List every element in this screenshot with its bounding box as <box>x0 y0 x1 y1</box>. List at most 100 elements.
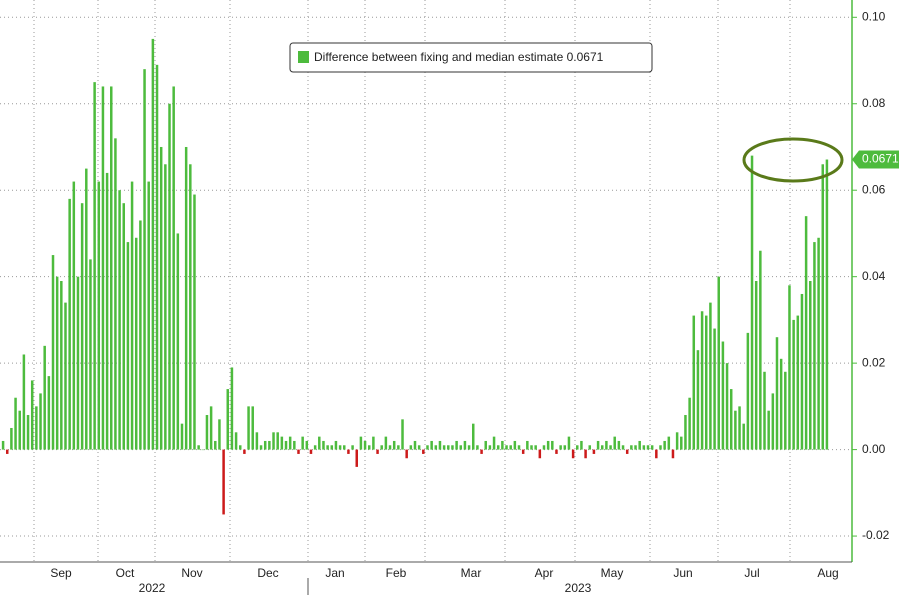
bar <box>779 358 783 450</box>
bar <box>738 406 741 450</box>
bar <box>39 393 42 450</box>
bar <box>384 436 388 450</box>
bar <box>376 449 379 454</box>
x-tick-label: Oct <box>116 566 135 580</box>
bar <box>513 440 517 450</box>
bar <box>721 341 725 450</box>
bar <box>184 146 188 450</box>
bar <box>380 445 383 450</box>
bar <box>422 449 425 454</box>
bar <box>351 445 354 450</box>
bar <box>688 397 691 450</box>
y-tick-label: 0.10 <box>862 9 886 23</box>
bar <box>114 138 117 450</box>
bar <box>155 64 159 450</box>
bar <box>609 445 612 450</box>
bar <box>397 445 400 450</box>
bar <box>388 445 392 450</box>
bar <box>472 423 475 450</box>
bar <box>725 363 729 450</box>
bar <box>105 172 109 450</box>
x-tick-label: Sep <box>50 566 72 580</box>
bar <box>359 436 363 450</box>
x-tick-label: Mar <box>461 566 482 580</box>
bar <box>330 445 334 450</box>
bar <box>800 293 804 450</box>
bar <box>538 449 542 459</box>
y-tick-label: 0.06 <box>862 182 886 196</box>
bar <box>625 449 629 454</box>
bar <box>392 440 396 450</box>
bar <box>180 423 184 450</box>
bar <box>492 436 496 450</box>
bar <box>367 445 371 450</box>
bar <box>642 445 646 450</box>
bar <box>14 397 17 450</box>
bar <box>176 233 180 450</box>
bar <box>259 445 263 450</box>
year-label: 2022 <box>139 581 166 595</box>
bar <box>542 445 546 450</box>
x-tick-label: Jun <box>673 566 692 580</box>
bar <box>817 237 820 450</box>
x-tick-label: Aug <box>817 566 838 580</box>
bar <box>272 432 275 450</box>
bar <box>509 445 512 450</box>
bar <box>322 440 325 450</box>
bar <box>143 69 146 450</box>
bar <box>68 198 71 450</box>
bar <box>675 432 679 450</box>
bar <box>775 337 779 450</box>
bar <box>430 440 433 450</box>
bar <box>671 449 675 459</box>
bar <box>496 445 500 450</box>
bar <box>35 406 38 450</box>
bar <box>97 181 101 450</box>
bar <box>338 445 342 450</box>
bar <box>288 436 292 450</box>
bar <box>93 82 96 450</box>
bar <box>804 216 808 450</box>
y-tick-label: -0.02 <box>862 528 890 542</box>
legend-swatch <box>298 51 309 63</box>
bar <box>209 406 213 450</box>
bar <box>596 440 600 450</box>
bar <box>588 445 592 450</box>
bar <box>754 281 758 450</box>
bar <box>309 449 313 454</box>
bar <box>172 86 175 450</box>
bar <box>159 146 163 450</box>
bar <box>276 432 279 450</box>
bar <box>534 445 537 450</box>
bar <box>684 415 687 450</box>
bar <box>64 302 67 450</box>
bar <box>355 449 358 467</box>
legend-box <box>289 42 653 73</box>
bar <box>463 440 467 450</box>
bar <box>168 103 171 450</box>
x-tick-label: Apr <box>535 566 554 580</box>
bar <box>663 440 666 450</box>
bar <box>151 38 155 450</box>
bar <box>110 86 113 450</box>
bar <box>413 440 417 450</box>
bar <box>451 445 454 450</box>
bar <box>717 276 720 450</box>
legend-label: Difference between fixing and median est… <box>314 50 604 64</box>
bar <box>592 449 596 454</box>
x-tick-label: Nov <box>181 566 202 580</box>
bar <box>347 449 350 454</box>
bar <box>655 449 658 459</box>
bar <box>650 445 654 450</box>
bar <box>326 445 329 450</box>
last-value-label: 0.0671 <box>862 152 899 166</box>
bar <box>243 449 246 454</box>
y-tick-label: 0.02 <box>862 355 886 369</box>
bar <box>1 440 5 450</box>
bar <box>85 168 88 450</box>
bar <box>214 440 217 450</box>
bar <box>692 315 696 450</box>
bar <box>222 449 225 515</box>
